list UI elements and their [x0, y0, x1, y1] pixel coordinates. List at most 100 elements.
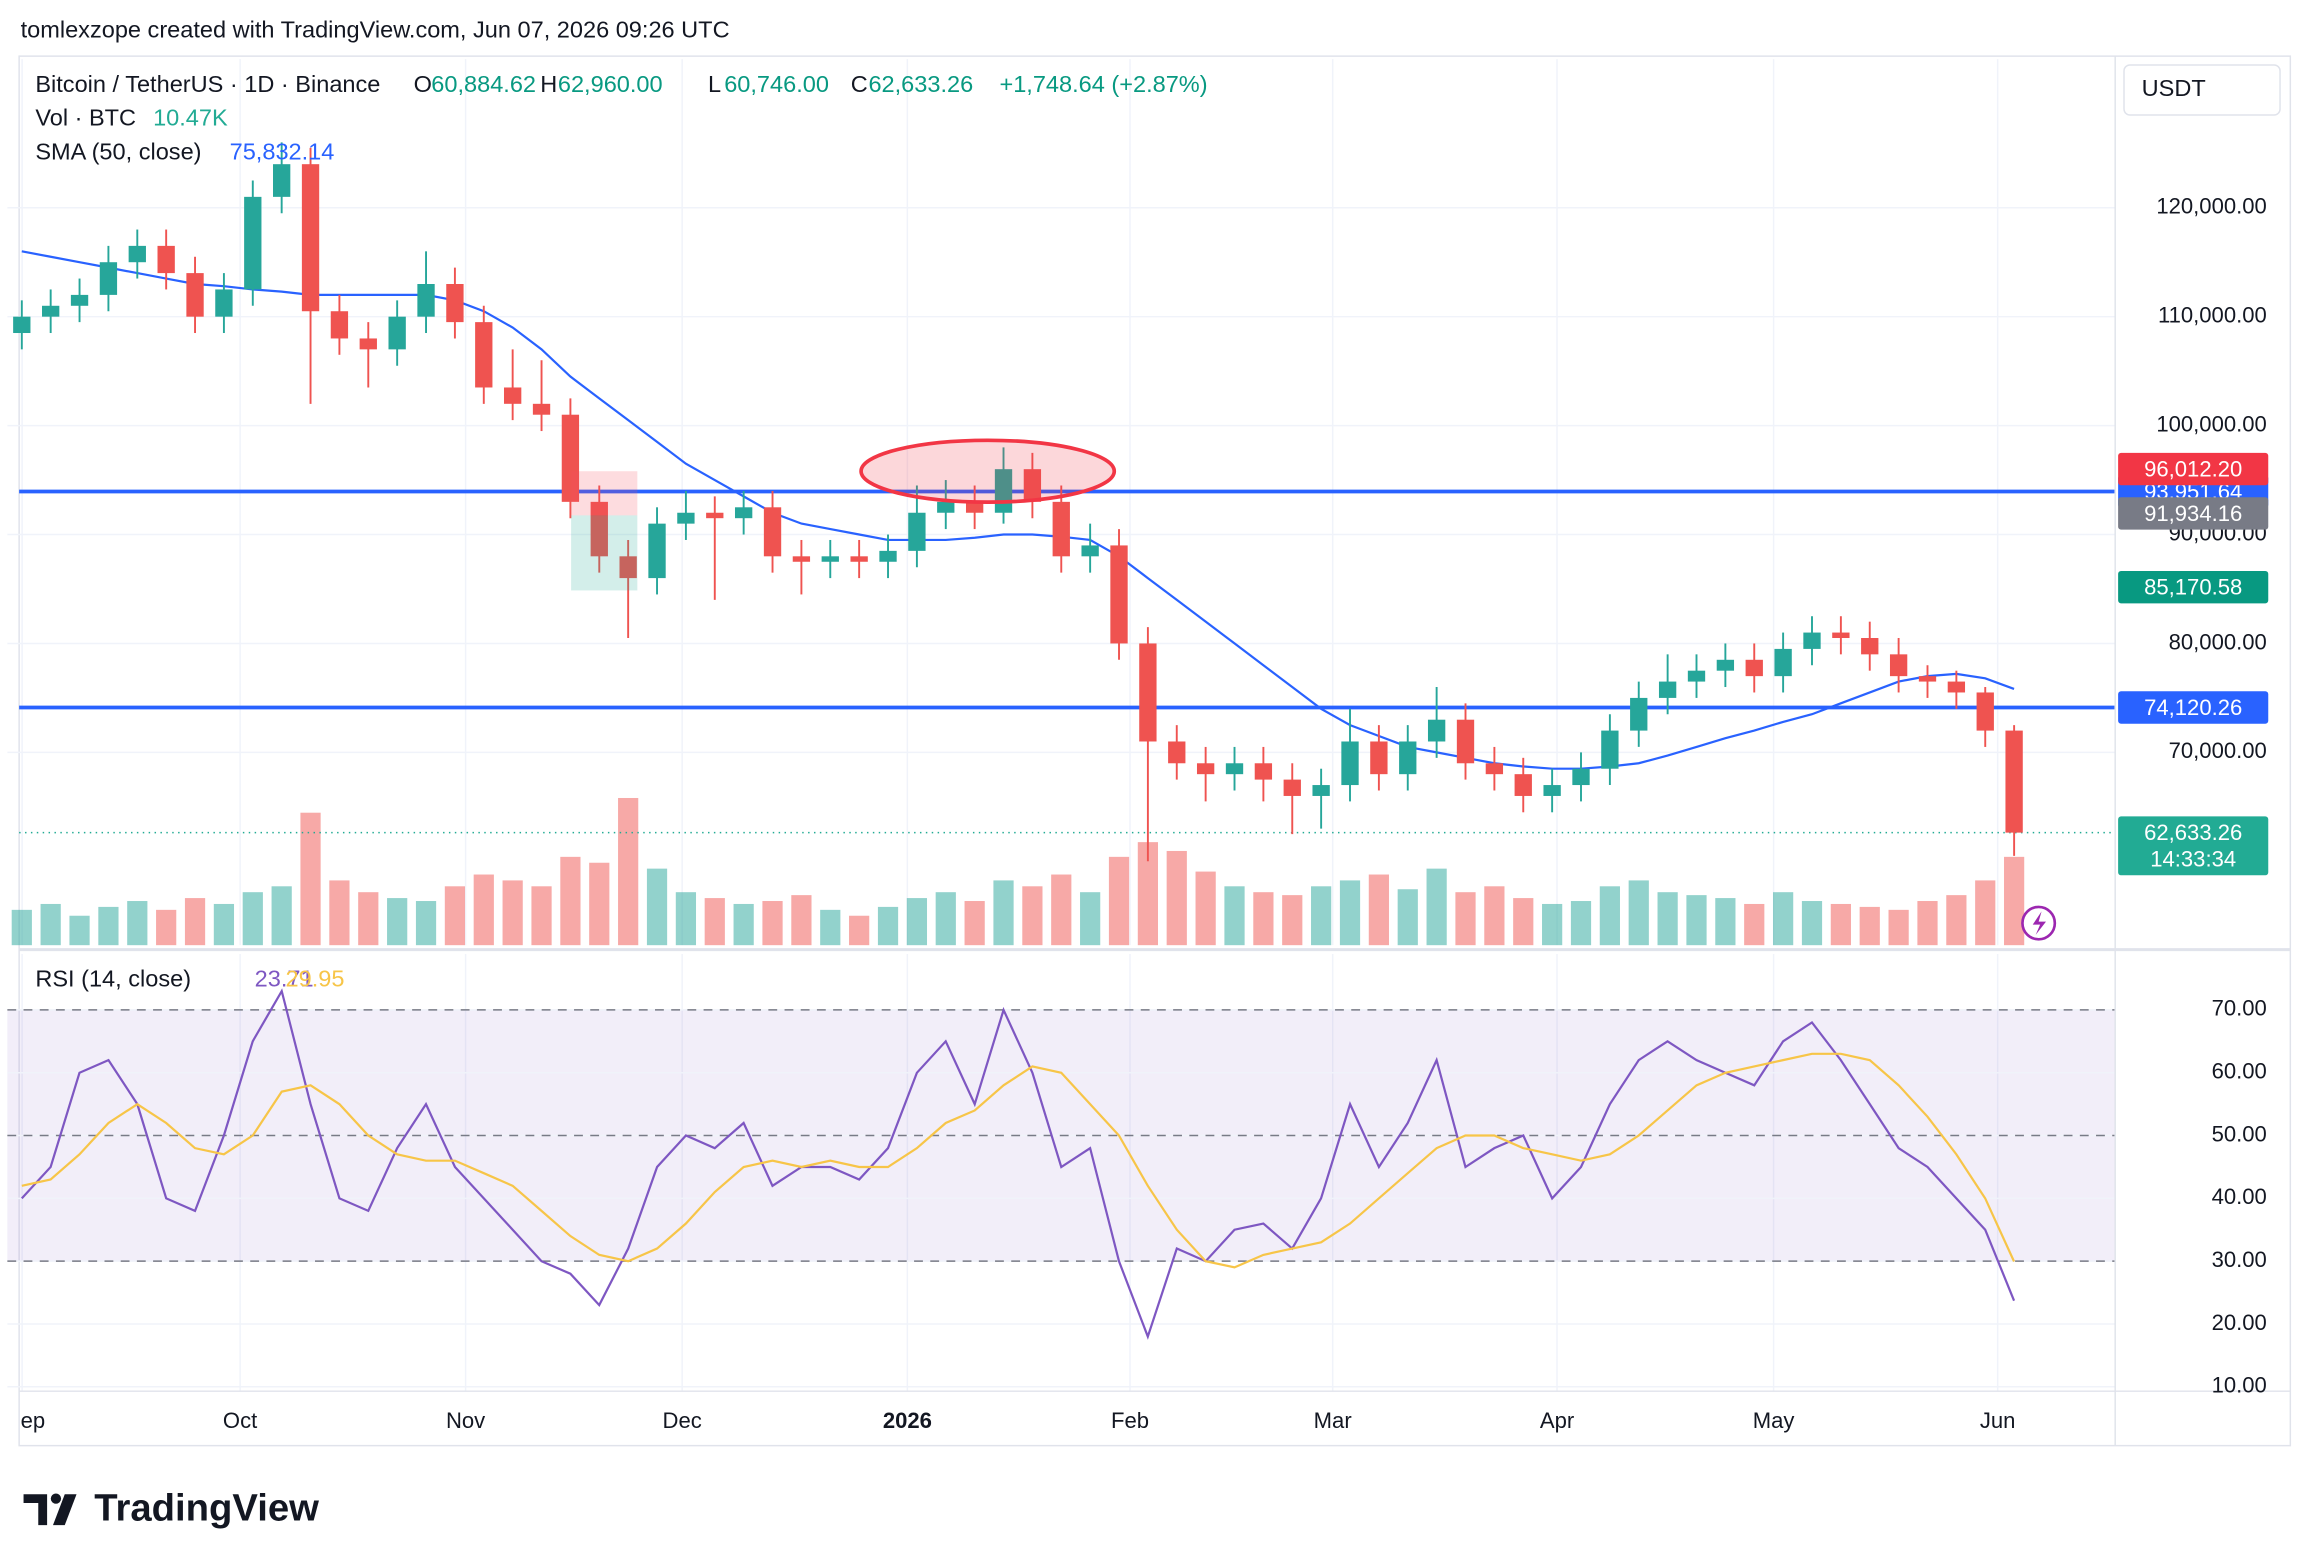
candle-body: [1341, 741, 1359, 786]
ohlc-key: O: [414, 71, 432, 97]
volume-bar: [1253, 892, 1274, 946]
volume-bar: [2004, 856, 2025, 946]
volume-bar: [156, 909, 177, 946]
chart-frame: [18, 55, 2292, 1447]
plot: [11, 142, 2116, 1340]
price-label-box: [2118, 452, 2269, 486]
candle-body: [1687, 670, 1706, 682]
volume-bar: [1455, 892, 1476, 946]
volume-bar: [1397, 889, 1418, 946]
volume-bar: [1224, 886, 1245, 946]
x-tick-label: Mar: [1314, 1408, 1352, 1433]
volume-bar: [1166, 850, 1187, 946]
volume-bar: [358, 892, 379, 946]
volume-bar: [849, 915, 870, 946]
candle-body: [1658, 681, 1677, 698]
volume-bar: [675, 892, 697, 946]
volume-bar: [1773, 892, 1794, 946]
candle-body: [532, 403, 551, 415]
candle-body: [1312, 785, 1330, 796]
y-tick-label: 70.00: [2212, 996, 2267, 1021]
candle-body: [417, 284, 435, 317]
candle-body: [590, 501, 608, 557]
volume-bar: [242, 892, 263, 946]
candle-body: [734, 507, 753, 519]
x-tick-label: Nov: [446, 1408, 485, 1433]
y-tick-label: 30.00: [2212, 1247, 2267, 1272]
y-tick-label: 110,000.00: [2158, 303, 2267, 328]
ohlc-value: 60,746.00: [724, 71, 829, 97]
y-tick-label: 10.00: [2212, 1373, 2267, 1398]
candle-body: [330, 311, 349, 339]
x-tick-label: Dec: [663, 1408, 702, 1433]
volume-bar: [1513, 898, 1534, 946]
candle-body: [706, 512, 724, 519]
candle-body: [677, 512, 695, 524]
candle-body: [1196, 763, 1215, 775]
y-tick-label: 20.00: [2212, 1310, 2267, 1335]
volume-bar: [1542, 903, 1563, 946]
candle-body: [301, 164, 320, 312]
candle-body: [1630, 697, 1648, 731]
volume-bar: [1426, 868, 1447, 946]
x-tick-label: May: [1753, 1408, 1795, 1433]
candle-body: [1543, 785, 1561, 796]
price-label-box: [2118, 497, 2269, 530]
volume-bar: [1830, 903, 1851, 946]
grid: [7, 59, 2116, 1392]
volume-bar: [935, 892, 956, 946]
candle-body: [937, 501, 955, 513]
sma-name: SMA (50, close): [35, 138, 201, 164]
price-label: 91,934.16: [2144, 501, 2242, 526]
candle-body: [792, 556, 811, 562]
symbol-title: Bitcoin / TetherUS · 1D · Binance: [35, 71, 380, 97]
volume-bar: [1080, 892, 1101, 946]
volume-bar: [1108, 856, 1130, 946]
volume-bar: [820, 909, 841, 946]
candle-body: [561, 414, 580, 502]
ohlc-key: L: [708, 71, 721, 97]
volume-value: 10.47K: [153, 105, 228, 131]
candle-body: [879, 550, 897, 562]
candle-body: [157, 245, 175, 274]
candle-body: [1861, 638, 1879, 655]
volume-bar: [531, 886, 552, 946]
ohlc-key: H: [540, 71, 557, 97]
ohlc-value: 62,633.26: [868, 71, 973, 97]
volume-bar: [184, 898, 206, 946]
volume-bar: [387, 898, 408, 946]
volume-bar: [1686, 895, 1707, 946]
volume-bar: [1801, 901, 1823, 946]
volume-bar: [906, 898, 928, 946]
candle-body: [619, 556, 637, 579]
change: +1,748.64 (+2.87%): [999, 71, 1207, 97]
candle-body: [1023, 469, 1042, 502]
currency-button[interactable]: [2123, 64, 2281, 116]
candle-body: [1139, 643, 1157, 742]
x-tick-label: Oct: [223, 1408, 257, 1433]
candle-body: [1283, 779, 1301, 796]
volume-bar: [98, 906, 119, 946]
ohlc-key: C: [851, 71, 868, 97]
countdown: 14:33:34: [2150, 846, 2236, 871]
volume-bar: [1022, 886, 1043, 946]
alert-bolt: [2032, 911, 2046, 935]
volume-bar: [444, 886, 466, 946]
volume-bar: [1946, 895, 1967, 946]
volume-bar: [646, 868, 668, 946]
volume-bar: [69, 915, 90, 946]
volume-bar: [560, 856, 581, 946]
volume-bar: [271, 886, 292, 946]
rsi-value: 23.71: [255, 966, 314, 992]
volume-bar: [1282, 895, 1303, 946]
candle-body: [359, 338, 377, 350]
volume-bar: [1599, 886, 1620, 946]
position-profit-zone: [571, 515, 638, 591]
candle-body: [1370, 741, 1388, 775]
y-tick-label: 70,000.00: [2169, 738, 2267, 763]
candle-body: [1110, 545, 1128, 644]
x-tick-label: Jun: [1980, 1408, 2016, 1433]
candle-body: [128, 245, 146, 263]
rsi-name: RSI (14, close): [35, 966, 191, 992]
